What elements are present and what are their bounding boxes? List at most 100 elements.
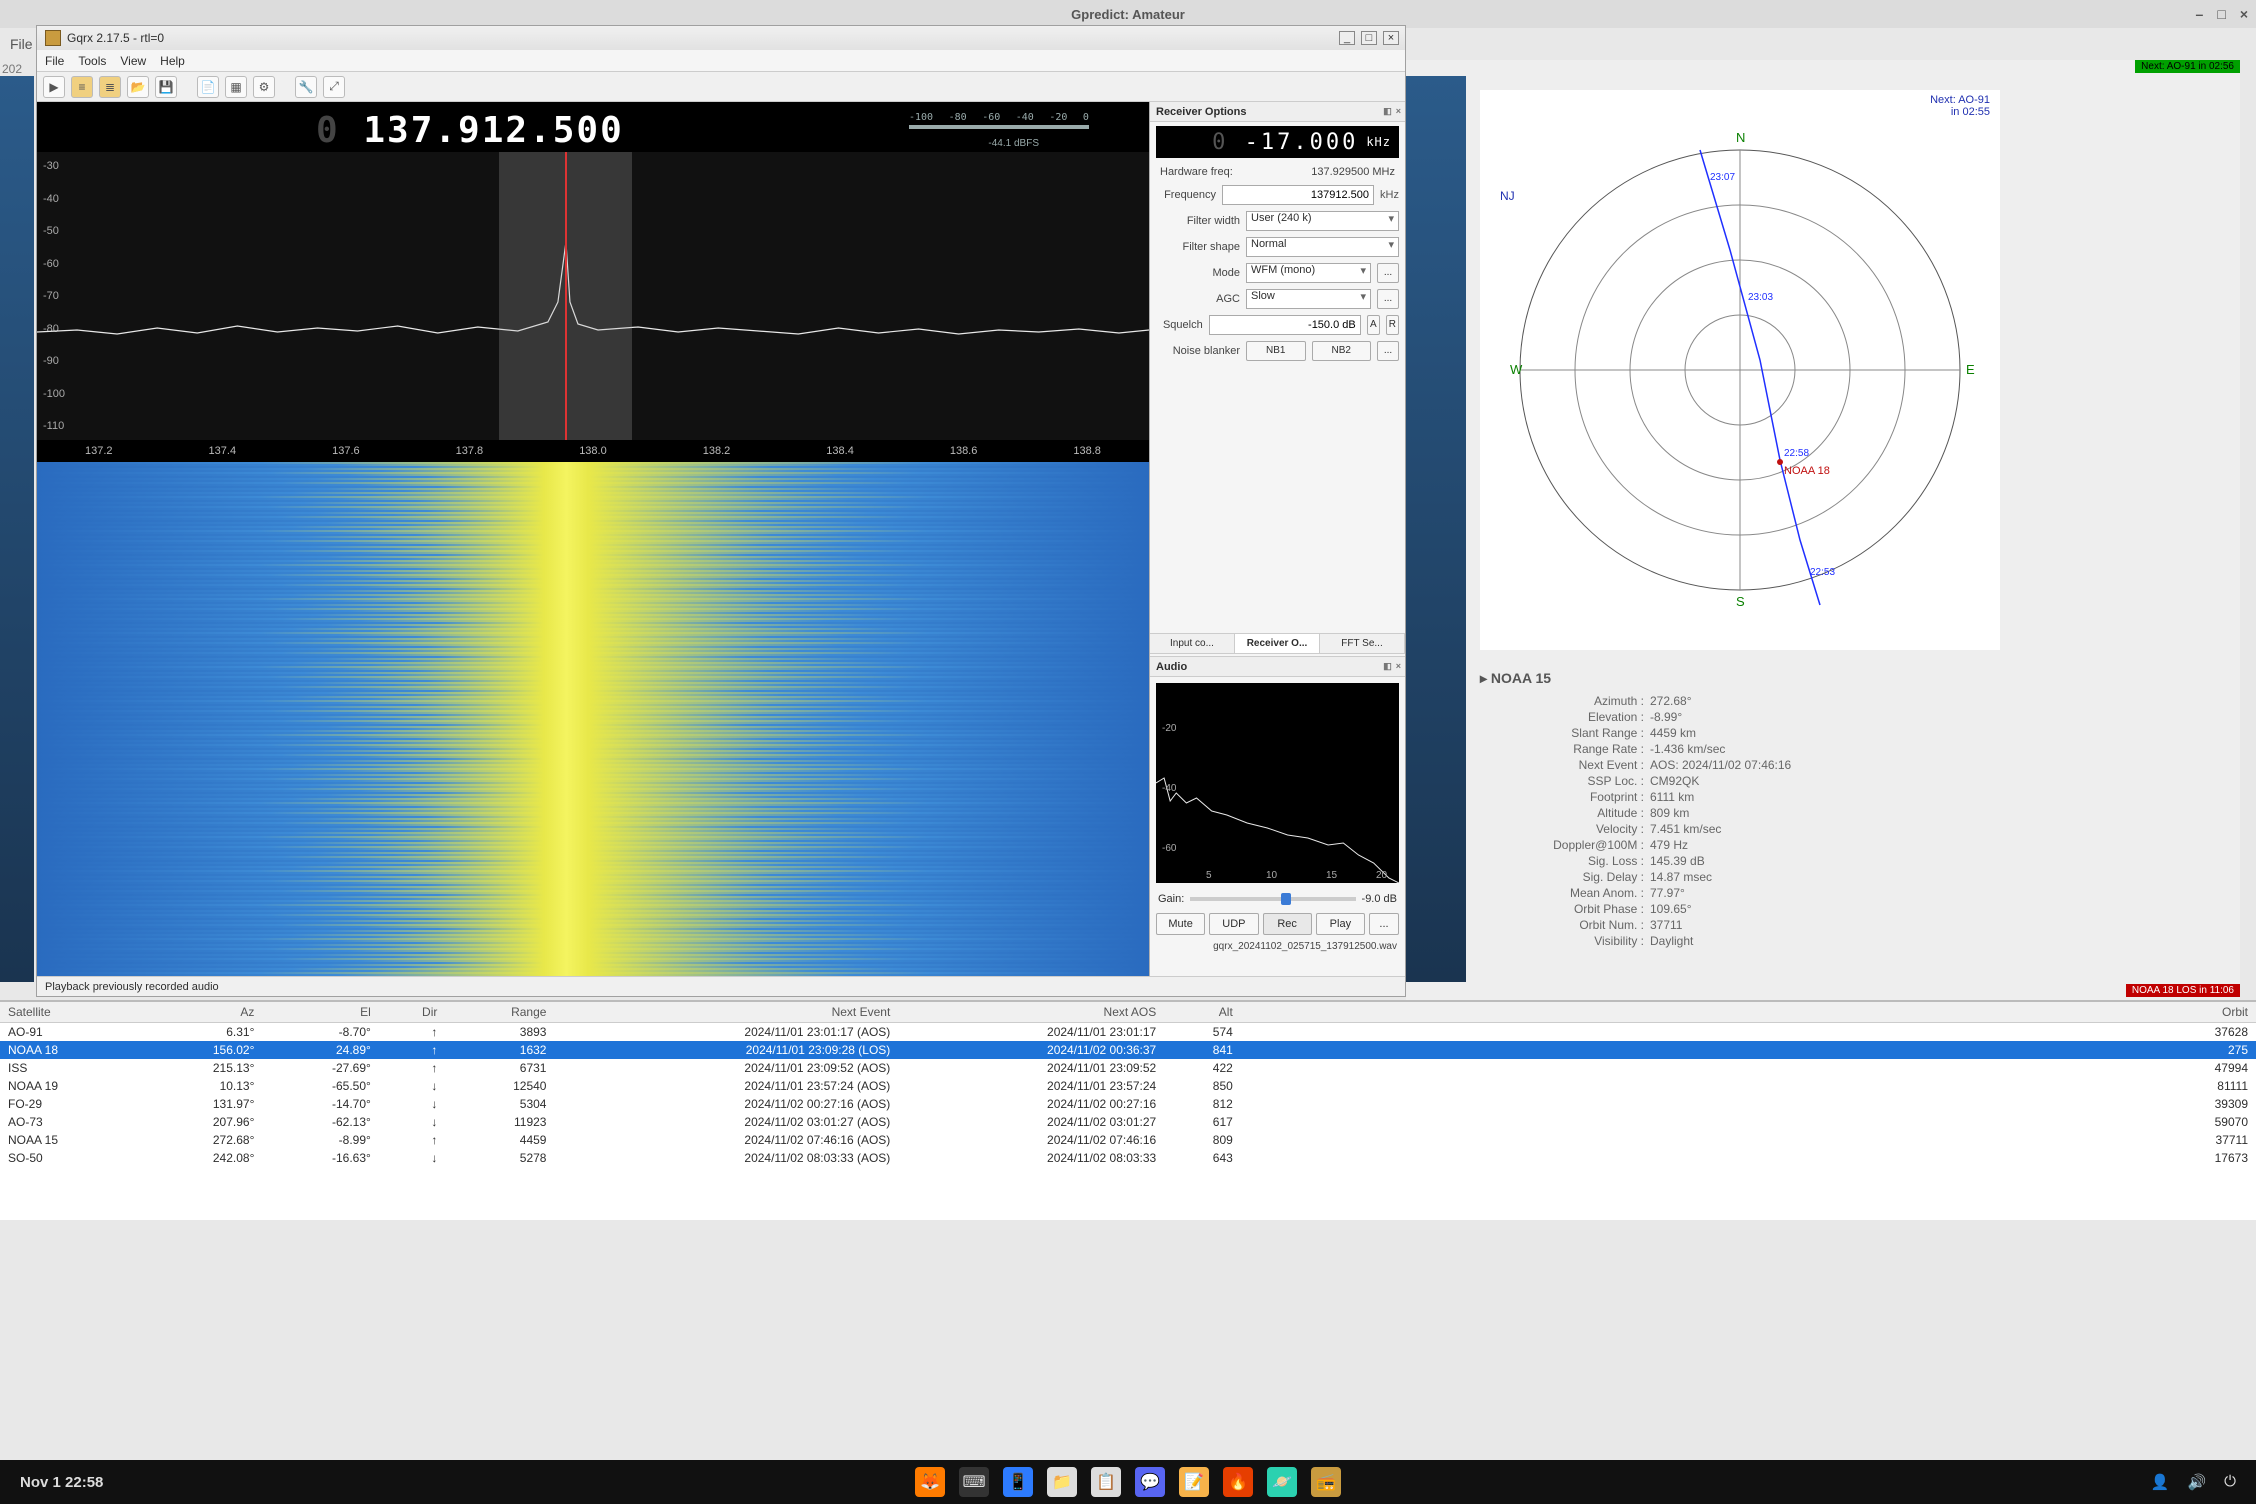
audio-pin-icon[interactable]: ◧ xyxy=(1383,661,1392,672)
agc-select[interactable]: Slow xyxy=(1246,289,1371,309)
table-row[interactable]: ISS215.13°-27.69°↑67312024/11/01 23:09:5… xyxy=(0,1059,2256,1077)
nb-opts-button[interactable]: ... xyxy=(1377,341,1399,361)
waterfall[interactable] xyxy=(37,462,1149,976)
gqrx-min-icon[interactable]: _ xyxy=(1339,31,1355,45)
tool-2[interactable]: ≣ xyxy=(99,76,121,98)
audio-fft[interactable]: -20 -40 -60 5 10 15 20 xyxy=(1156,683,1399,883)
tuned-frequency[interactable]: 0 137.912.500 xyxy=(316,110,624,151)
taskbar-app[interactable]: 📋 xyxy=(1091,1467,1121,1497)
signal-scale: -100-80-60-40-200 xyxy=(909,112,1089,132)
wav-filename: gqrx_20241102_025715_137912500.wav xyxy=(1150,939,1405,954)
minimize-icon[interactable]: – xyxy=(2196,6,2204,22)
tool-open-icon[interactable]: 📂 xyxy=(127,76,149,98)
audio-header[interactable]: Audio ◧× xyxy=(1150,657,1405,677)
menu-view[interactable]: View xyxy=(120,54,146,68)
menu-file[interactable]: File xyxy=(45,54,64,68)
agc-opts-button[interactable]: ... xyxy=(1377,289,1399,309)
spectrum-pane[interactable]: 0 137.912.500 -100-80-60-40-200 -44.1 dB… xyxy=(37,102,1149,976)
gqrx-window: Gqrx 2.17.5 - rtl=0 _ □ × File Tools Vie… xyxy=(36,25,1406,997)
mode-select[interactable]: WFM (mono) xyxy=(1246,263,1371,283)
tool-doc-icon[interactable]: 📄 xyxy=(197,76,219,98)
next-aos-badge: Next: AO-91 in 02:56 xyxy=(2135,60,2240,73)
gqrx-logo-icon xyxy=(45,30,61,46)
gain-label: Gain: xyxy=(1158,893,1184,905)
squelch-auto-button[interactable]: A xyxy=(1367,315,1380,335)
gqrx-titlebar[interactable]: Gqrx 2.17.5 - rtl=0 _ □ × xyxy=(37,26,1405,50)
tool-cfg-icon[interactable]: ⚙ xyxy=(253,76,275,98)
mute-button[interactable]: Mute xyxy=(1156,913,1205,935)
satellite-table[interactable]: SatelliteAzElDirRangeNext EventNext AOSA… xyxy=(0,1000,2256,1220)
tool-1[interactable]: ≡ xyxy=(71,76,93,98)
polar-next-info: Next: AO-91in 02:55 xyxy=(1930,94,1990,118)
gqrx-title: Gqrx 2.17.5 - rtl=0 xyxy=(67,31,164,45)
taskbar-app[interactable]: 📁 xyxy=(1047,1467,1077,1497)
tool-save-icon[interactable]: 💾 xyxy=(155,76,177,98)
audio-close-icon[interactable]: × xyxy=(1396,661,1401,672)
tool-play-icon[interactable]: ▶ xyxy=(43,76,65,98)
gqrx-close-icon[interactable]: × xyxy=(1383,31,1399,45)
receiver-tabs: Input co... Receiver O... FFT Se... xyxy=(1150,633,1405,654)
table-row[interactable]: NOAA 18156.02°24.89°↑16322024/11/01 23:0… xyxy=(0,1041,2256,1059)
tab-receiver[interactable]: Receiver O... xyxy=(1235,634,1320,653)
tab-fft[interactable]: FFT Se... xyxy=(1320,634,1405,653)
dbfs-readout: -44.1 dBFS xyxy=(988,138,1039,149)
frequency-input[interactable] xyxy=(1222,185,1374,205)
svg-text:23:07: 23:07 xyxy=(1710,172,1735,183)
gpredict-title: Gpredict: Amateur xyxy=(1071,7,1185,22)
menu-help[interactable]: Help xyxy=(160,54,185,68)
taskbar[interactable]: Nov 1 22:58 🦊 ⌨ 📱 📁 📋 💬 📝 🔥 🪐 📻 👤 🔊 ⏻ xyxy=(0,1460,2256,1504)
gpredict-file-menu[interactable]: File xyxy=(10,36,33,52)
udp-button[interactable]: UDP xyxy=(1209,913,1258,935)
table-row[interactable]: NOAA 1910.13°-65.50°↓125402024/11/01 23:… xyxy=(0,1077,2256,1095)
close-icon[interactable]: × xyxy=(2240,6,2248,22)
svg-text:22:58: 22:58 xyxy=(1784,448,1809,459)
tool-grid-icon[interactable]: ▦ xyxy=(225,76,247,98)
table-row[interactable]: FO-29131.97°-14.70°↓53042024/11/02 00:27… xyxy=(0,1095,2256,1113)
filter-width-select[interactable]: User (240 k) xyxy=(1246,211,1399,231)
freq-offset[interactable]: 0 -17.000kHz xyxy=(1156,126,1399,158)
tray-user-icon[interactable]: 👤 xyxy=(2151,1473,2170,1491)
table-row[interactable]: AO-73207.96°-62.13°↓119232024/11/02 03:0… xyxy=(0,1113,2256,1131)
squelch-reset-button[interactable]: R xyxy=(1386,315,1399,335)
svg-text:23:03: 23:03 xyxy=(1748,292,1773,303)
table-row[interactable]: SO-50242.08°-16.63°↓52782024/11/02 08:03… xyxy=(0,1149,2256,1167)
tab-input[interactable]: Input co... xyxy=(1150,634,1235,653)
taskbar-app[interactable]: 📱 xyxy=(1003,1467,1033,1497)
gpredict-window: Gpredict: Amateur – □ × File 202 ≡ Gqrx … xyxy=(0,0,2256,1504)
svg-text:W: W xyxy=(1510,362,1523,377)
svg-text:NOAA 18: NOAA 18 xyxy=(1784,465,1830,477)
taskbar-app[interactable]: 🦊 xyxy=(915,1467,945,1497)
taskbar-clock[interactable]: Nov 1 22:58 xyxy=(20,1474,103,1491)
tray-power-icon[interactable]: ⏻ xyxy=(2224,1473,2236,1491)
filter-center-line[interactable] xyxy=(565,152,567,440)
map-strip-left xyxy=(0,76,34,982)
taskbar-app[interactable]: 🔥 xyxy=(1223,1467,1253,1497)
menu-tools[interactable]: Tools xyxy=(78,54,106,68)
gqrx-max-icon[interactable]: □ xyxy=(1361,31,1377,45)
tray-volume-icon[interactable]: 🔊 xyxy=(2187,1473,2206,1491)
filter-shape-select[interactable]: Normal xyxy=(1246,237,1399,257)
nb1-button[interactable]: NB1 xyxy=(1246,341,1306,361)
tool-full-icon[interactable]: ⤢ xyxy=(323,76,345,98)
rec-button[interactable]: Rec xyxy=(1263,913,1312,935)
maximize-icon[interactable]: □ xyxy=(2217,6,2225,22)
nb2-button[interactable]: NB2 xyxy=(1312,341,1372,361)
taskbar-app[interactable]: ⌨ xyxy=(959,1467,989,1497)
squelch-input[interactable] xyxy=(1209,315,1361,335)
taskbar-app[interactable]: 📝 xyxy=(1179,1467,1209,1497)
taskbar-app[interactable]: 💬 xyxy=(1135,1467,1165,1497)
table-row[interactable]: NOAA 15272.68°-8.99°↑44592024/11/02 07:4… xyxy=(0,1131,2256,1149)
polar-plot[interactable]: Next: AO-91in 02:55 NOAA 18 23:07 23:03 … xyxy=(1480,90,2000,650)
gpredict-titlebar[interactable]: Gpredict: Amateur – □ × xyxy=(0,0,2256,28)
tool-wrench-icon[interactable]: 🔧 xyxy=(295,76,317,98)
taskbar-app[interactable]: 🪐 xyxy=(1267,1467,1297,1497)
audio-opts-button[interactable]: ... xyxy=(1369,913,1399,935)
play-button[interactable]: Play xyxy=(1316,913,1365,935)
map-strip-right xyxy=(1406,76,1466,982)
table-row[interactable]: AO-916.31°-8.70°↑38932024/11/01 23:01:17… xyxy=(0,1023,2256,1042)
sat-info-panel: ▸ NOAA 15 Azimuth :272.68°Elevation :-8.… xyxy=(1480,670,2000,949)
taskbar-app[interactable]: 📻 xyxy=(1311,1467,1341,1497)
mode-opts-button[interactable]: ... xyxy=(1377,263,1399,283)
hw-freq-value: 137.929500 MHz xyxy=(1311,166,1395,178)
gain-slider[interactable] xyxy=(1190,897,1355,901)
